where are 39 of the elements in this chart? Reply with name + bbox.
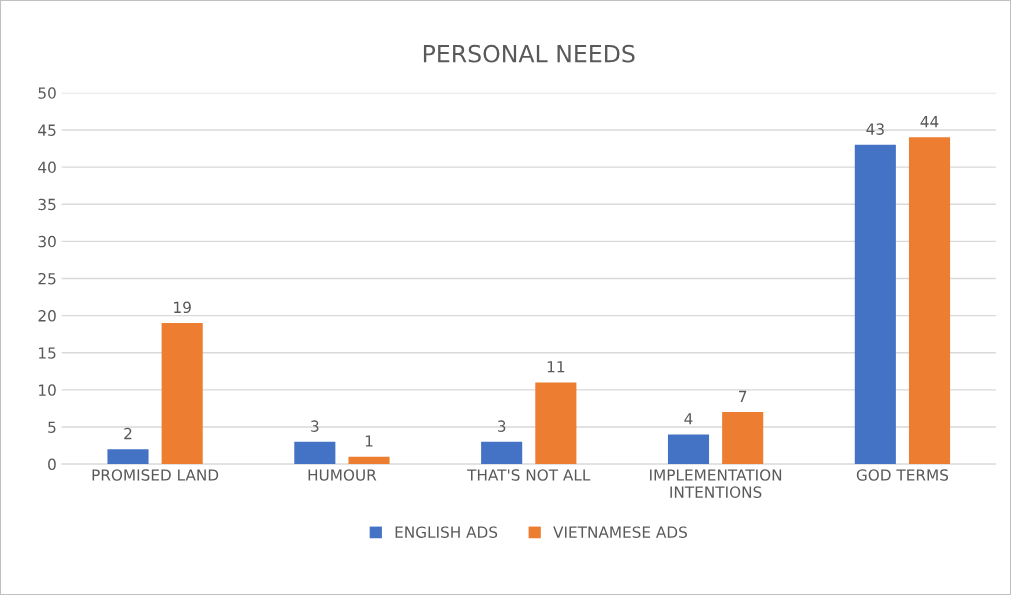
y-tick-label: 0 [48,458,56,471]
bar [481,441,523,465]
data-label: 44 [920,116,939,128]
y-tick-label: 5 [48,421,56,433]
data-label: 11 [547,361,565,373]
bar [722,412,764,465]
legend-label: VIETNAMESE ADS [553,526,687,538]
bar [294,441,336,465]
data-label: 43 [866,123,884,135]
x-tick-label: HUMOUR [308,469,377,481]
y-tick-label: 20 [38,310,56,322]
x-tick-label: THAT'S NOT ALL [467,469,591,481]
y-tick-label: 15 [39,347,56,359]
y-tick-label: 50 [38,87,56,99]
data-label: 7 [739,390,747,402]
bar [535,382,577,465]
bar [854,144,896,465]
bar [107,449,149,465]
bar [348,456,390,465]
x-tick-label: IMPLEMENTATION INTENTIONS [650,469,782,498]
data-label: 3 [497,420,506,432]
y-tick-label: 35 [38,198,56,211]
bar [908,137,951,465]
data-label: 4 [684,413,693,425]
chart-title: PERSONAL NEEDS [423,44,635,63]
y-tick-label: 10 [39,384,56,396]
y-tick-label: 40 [38,161,56,174]
data-label: 1 [365,435,373,447]
x-tick-label: GOD TERMS [856,469,949,481]
data-label: 3 [311,420,319,432]
bar [161,323,203,465]
legend-label: ENGLISH ADS [395,526,498,538]
y-tick-label: 25 [38,272,56,285]
x-tick-label: PROMISED LAND [92,469,219,481]
data-label: 2 [124,427,132,440]
y-tick-label: 30 [38,235,56,248]
y-tick-label: 45 [38,124,56,136]
data-label: 19 [174,301,191,314]
bar [667,434,710,465]
